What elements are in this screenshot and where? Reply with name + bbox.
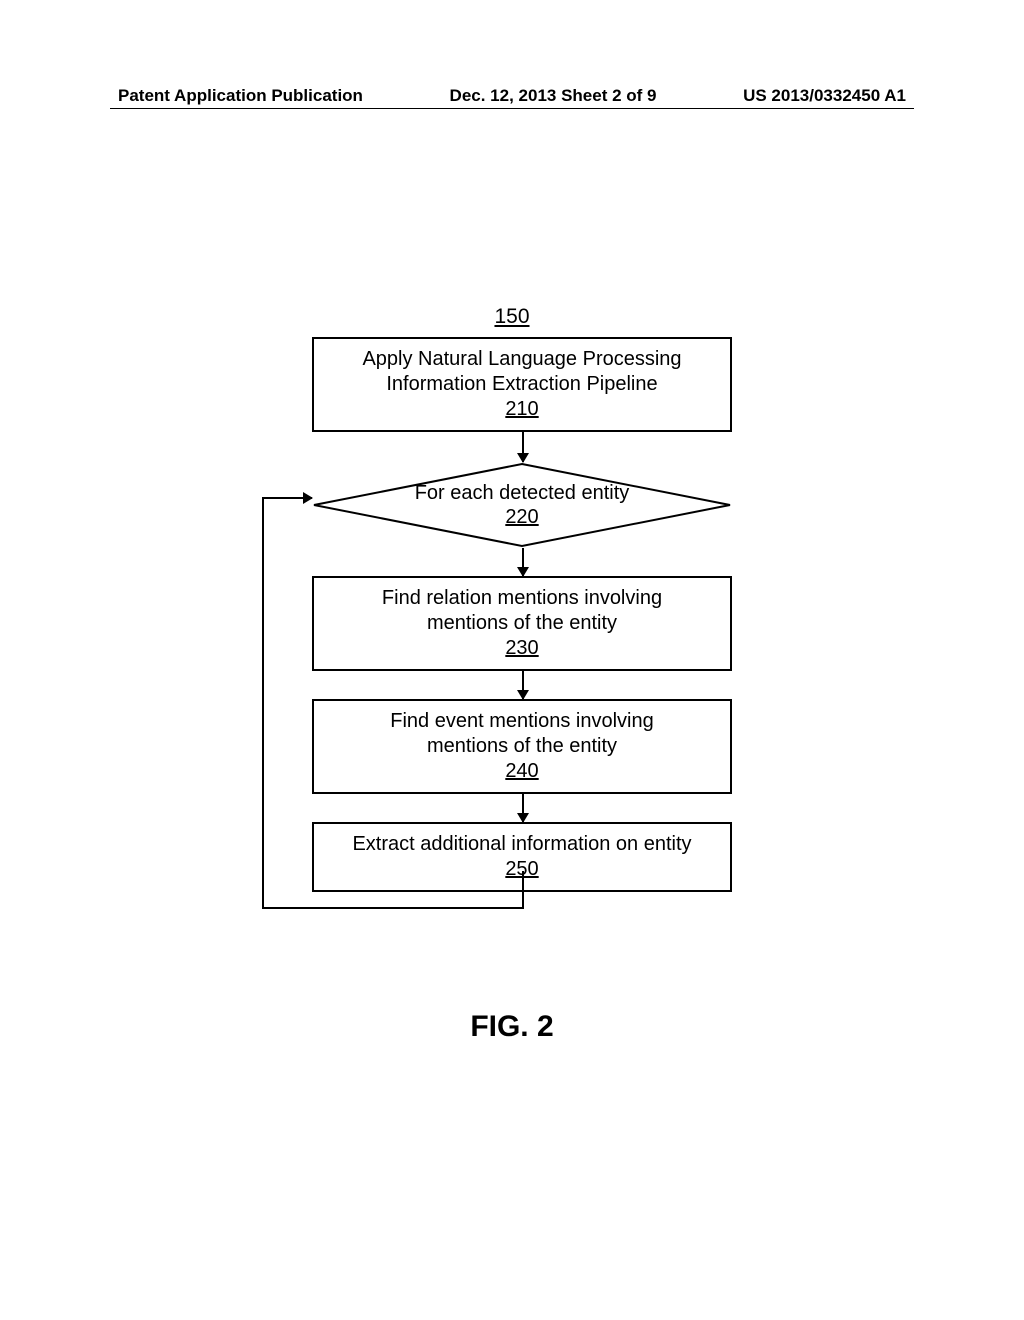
header-left: Patent Application Publication xyxy=(118,86,363,106)
edge-250-220-seg4 xyxy=(262,497,312,499)
flow-node-210: Apply Natural Language Processing Inform… xyxy=(312,337,732,432)
node-number: 240 xyxy=(324,759,720,784)
edge-250-220-seg2 xyxy=(262,907,524,909)
figure-caption: FIG. 2 xyxy=(0,1010,1024,1044)
edge-210-220 xyxy=(522,432,524,462)
node-number: 210 xyxy=(324,397,720,422)
edge-220-230 xyxy=(522,548,524,576)
edge-250-220-seg1 xyxy=(522,871,524,907)
node-text: Find relation mentions involving xyxy=(324,586,720,611)
node-text: Apply Natural Language Processing xyxy=(324,347,720,372)
flow-node-230: Find relation mentions involving mention… xyxy=(312,576,732,671)
node-number: 220 xyxy=(505,505,538,529)
header-center: Dec. 12, 2013 Sheet 2 of 9 xyxy=(450,86,657,106)
edge-230-240 xyxy=(522,671,524,699)
flowchart: Apply Natural Language Processing Inform… xyxy=(252,337,772,917)
node-text: Extract additional information on entity xyxy=(324,832,720,857)
header-rule xyxy=(110,108,914,109)
node-text: For each detected entity xyxy=(415,481,630,505)
node-text: Information Extraction Pipeline xyxy=(324,372,720,397)
figure-2: 150 Apply Natural Language Processing In… xyxy=(0,305,1024,917)
node-text: Find event mentions involving xyxy=(324,709,720,734)
patent-header: Patent Application Publication Dec. 12, … xyxy=(118,86,906,106)
header-right: US 2013/0332450 A1 xyxy=(743,86,906,106)
flow-node-220: For each detected entity 220 xyxy=(312,462,732,548)
flow-node-240: Find event mentions involving mentions o… xyxy=(312,699,732,794)
figure-reference-number: 150 xyxy=(0,305,1024,329)
edge-250-220-seg3 xyxy=(262,498,264,909)
edge-240-250 xyxy=(522,794,524,822)
node-text: mentions of the entity xyxy=(324,734,720,759)
arrowhead-icon xyxy=(303,492,313,504)
node-number: 230 xyxy=(324,636,720,661)
node-text: mentions of the entity xyxy=(324,611,720,636)
